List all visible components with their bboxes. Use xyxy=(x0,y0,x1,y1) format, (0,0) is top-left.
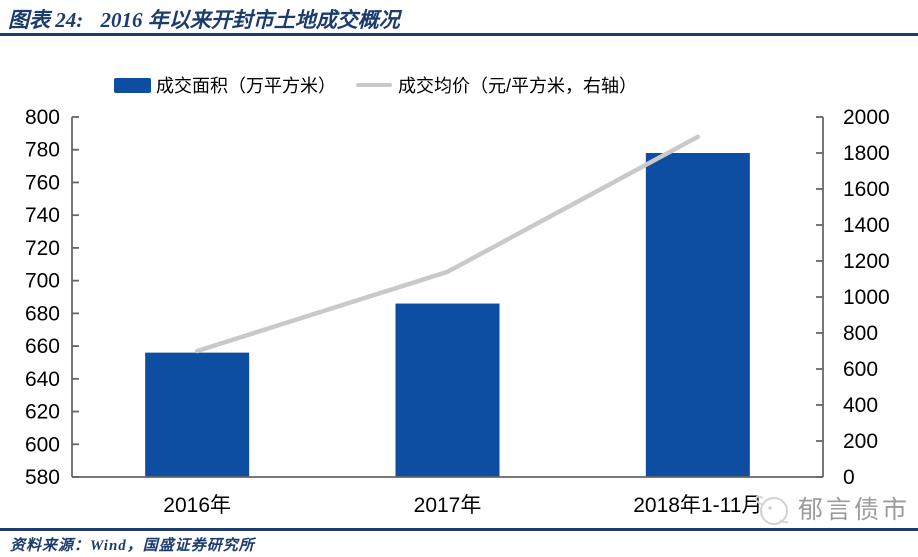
left-axis-tick-label: 620 xyxy=(25,401,60,424)
left-axis-tick-label: 780 xyxy=(25,139,60,162)
right-axis-tick-label: 1000 xyxy=(843,286,890,309)
watermark: 郁言债市 xyxy=(750,486,910,530)
right-axis-tick-label: 600 xyxy=(843,358,878,381)
footer-divider xyxy=(0,528,918,531)
x-axis-category-label: 2017年 xyxy=(414,494,482,517)
figure-header: 图表 24: 2016 年以来开封市土地成交概况 xyxy=(8,4,400,34)
source-note: 资料来源：Wind，国盛证券研究所 xyxy=(10,538,255,554)
line-series-swatch-icon xyxy=(356,83,392,87)
right-axis-tick-label: 1600 xyxy=(843,178,890,201)
watermark-text: 郁言债市 xyxy=(797,496,910,524)
right-axis-tick-label: 400 xyxy=(843,394,878,417)
left-axis-tick-label: 600 xyxy=(25,433,60,456)
left-axis-tick-label: 800 xyxy=(25,106,60,129)
bar-series-swatch-icon xyxy=(114,77,151,93)
left-axis-tick-label: 640 xyxy=(25,368,60,391)
price-line-series xyxy=(194,134,701,354)
legend-label-area: 成交面积（万平方米） xyxy=(156,76,336,96)
legend-item-area: 成交面积（万平方米） xyxy=(114,72,336,98)
figure-number: 图表 24: xyxy=(8,8,84,32)
right-axis-tick-label: 1400 xyxy=(843,214,890,237)
left-axis-tick-label: 680 xyxy=(25,302,60,325)
right-axis-tick-label: 800 xyxy=(843,322,878,345)
right-axis-tick-label: 1800 xyxy=(843,142,890,165)
right-axis-tick-label: 200 xyxy=(843,430,878,453)
header-divider xyxy=(0,33,918,36)
x-axis-category-label: 2016年 xyxy=(163,494,231,517)
legend-item-price: 成交均价（元/平方米，右轴） xyxy=(356,72,637,98)
figure-title: 2016 年以来开封市土地成交概况 xyxy=(100,8,400,32)
watermark-logo-icon xyxy=(755,495,789,525)
right-axis-tick-label: 2000 xyxy=(843,106,890,129)
legend-label-price: 成交均价（元/平方米，右轴） xyxy=(398,76,637,96)
left-axis-tick-label: 740 xyxy=(25,204,60,227)
left-axis-tick-label: 700 xyxy=(25,270,60,293)
left-axis-tick-label: 720 xyxy=(25,237,60,260)
bar-2017年 xyxy=(395,303,500,477)
chart-legend: 成交面积（万平方米） 成交均价（元/平方米，右轴） xyxy=(114,72,637,98)
left-axis-tick-label: 580 xyxy=(25,466,60,489)
right-axis-tick-label: 1200 xyxy=(843,250,890,273)
x-axis-category-label: 2018年1-11月 xyxy=(633,494,762,517)
left-axis-tick-label: 760 xyxy=(25,171,60,194)
left-axis-tick-label: 660 xyxy=(25,335,60,358)
bar-2016年 xyxy=(145,352,250,477)
bar-2018年1-11月 xyxy=(645,153,750,477)
